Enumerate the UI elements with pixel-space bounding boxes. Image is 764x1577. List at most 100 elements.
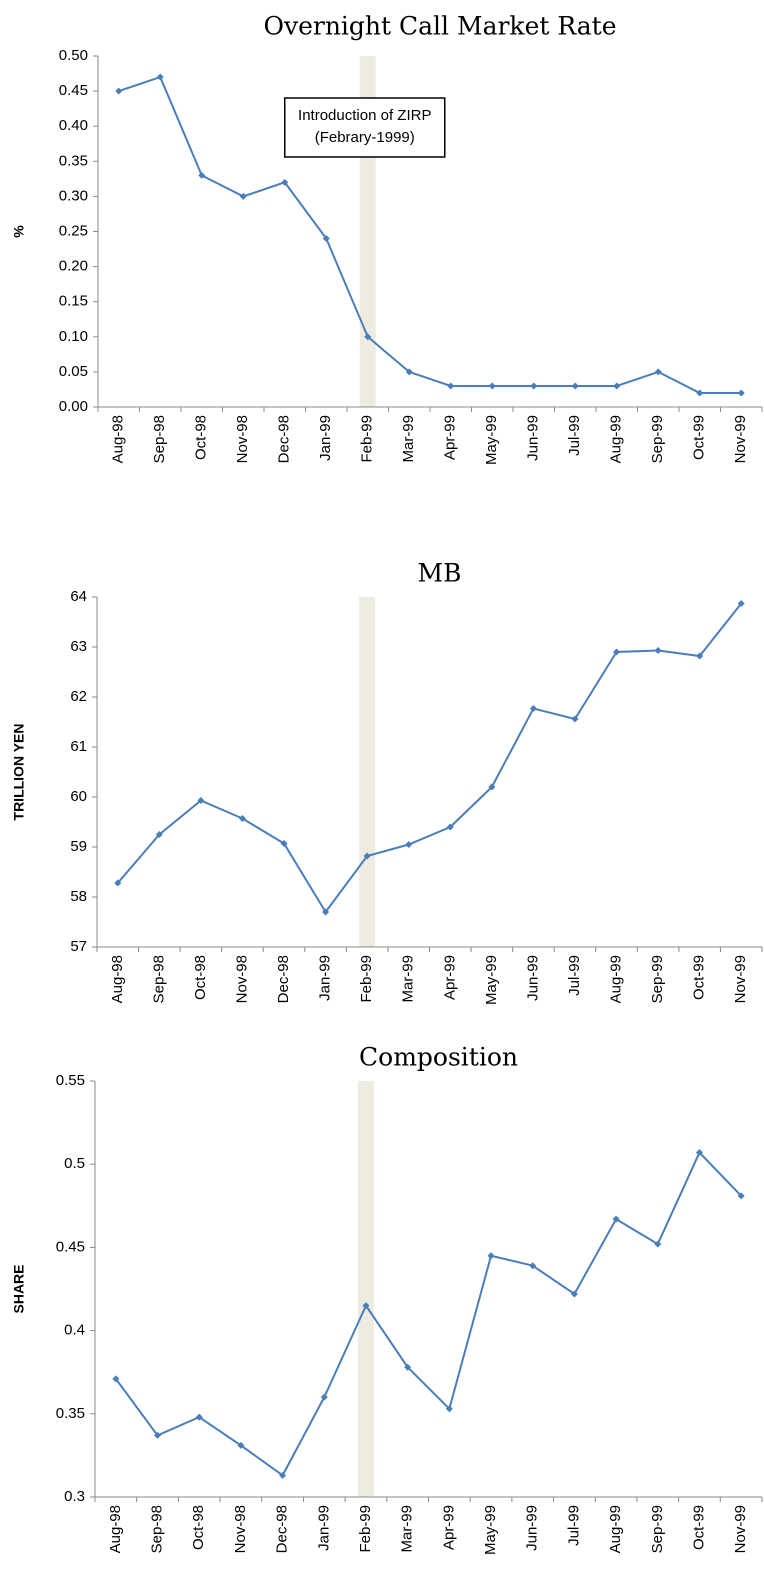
y-tick-label: 62: [70, 688, 87, 705]
data-point: [737, 600, 745, 607]
x-tick-label: Feb-99: [358, 955, 375, 1003]
data-point: [198, 171, 206, 179]
data-line: [117, 602, 743, 914]
chart-title: Overnight Call Market Rate: [263, 12, 616, 41]
x-tick-label: Nov-99: [732, 1505, 749, 1553]
data-point: [195, 1413, 203, 1421]
data-point: [571, 382, 579, 390]
y-tick-label: 0.20: [59, 258, 88, 275]
data-point: [280, 840, 288, 847]
data-point: [156, 73, 164, 81]
y-tick-label: 63: [70, 638, 87, 655]
highlight-band: [359, 597, 376, 947]
y-tick-label: 0.45: [56, 1238, 85, 1255]
data-point: [529, 705, 537, 712]
annotation-box: [284, 97, 446, 158]
data-point: [695, 1149, 703, 1157]
y-tick-label: 0.10: [59, 328, 88, 345]
x-tick-label: May-99: [482, 1505, 499, 1555]
y-tick-label: 64: [70, 588, 87, 605]
data-point: [112, 1375, 120, 1383]
x-tick-label: Nov-98: [232, 1505, 249, 1553]
data-point: [696, 652, 704, 660]
data-point: [654, 368, 662, 376]
data-point: [114, 879, 122, 887]
data-line: [118, 75, 742, 394]
y-tick-label: 0.30: [59, 187, 88, 204]
x-tick-label: May-99: [483, 415, 500, 465]
data-point: [487, 1252, 495, 1260]
x-tick-label: Jan-99: [317, 415, 334, 461]
x-tick-label: Oct-99: [690, 1505, 707, 1550]
x-tick-label: Aug-98: [110, 415, 127, 463]
y-tick-label: 0.25: [59, 222, 88, 239]
data-point: [529, 1262, 537, 1270]
data-point: [322, 908, 330, 916]
data-point: [115, 87, 123, 95]
data-point: [488, 783, 496, 791]
x-tick-label: Jun-99: [524, 955, 541, 1001]
x-tick-label: Oct-98: [190, 1505, 207, 1550]
data-point: [571, 715, 579, 723]
data-point: [654, 1240, 662, 1248]
data-point: [197, 797, 205, 804]
x-tick-label: Apr-99: [441, 955, 458, 1000]
data-point: [405, 368, 413, 376]
y-tick-label: 0.45: [59, 82, 88, 99]
y-tick-label: 0.35: [56, 1405, 85, 1422]
y-tick-label: 0.35: [59, 152, 88, 169]
x-tick-label: Jun-99: [525, 415, 542, 461]
chart-title: MB: [418, 559, 462, 588]
x-tick-label: Nov-98: [233, 955, 250, 1003]
data-point: [154, 1431, 162, 1439]
x-tick-label: Aug-98: [107, 1505, 124, 1553]
data-line: [115, 1150, 742, 1477]
data-point: [364, 333, 372, 341]
data-point: [613, 382, 621, 390]
data-point: [613, 648, 621, 656]
y-tick-label: 0.15: [59, 293, 88, 310]
data-point: [281, 178, 289, 186]
annotation-text: (Febrary-1999): [315, 129, 415, 146]
x-tick-label: Apr-99: [440, 1505, 457, 1550]
y-tick-label: 0.00: [59, 398, 88, 415]
data-point: [362, 1302, 370, 1310]
data-point: [363, 852, 371, 860]
data-point: [405, 841, 413, 848]
data-point: [445, 1405, 453, 1413]
data-point: [737, 389, 745, 397]
data-point: [322, 235, 330, 243]
x-tick-label: Sep-98: [150, 955, 167, 1003]
x-tick-label: Nov-99: [732, 415, 749, 463]
x-tick-label: Aug-99: [608, 415, 625, 463]
y-tick-label: 0.05: [59, 363, 88, 380]
x-tick-label: Dec-98: [275, 955, 292, 1003]
x-tick-label: Feb-99: [359, 415, 376, 463]
x-tick-label: Dec-98: [276, 415, 293, 463]
y-axis-label: %: [11, 225, 27, 238]
x-tick-label: Sep-99: [649, 1505, 666, 1553]
highlight-band: [357, 1081, 374, 1497]
x-tick-label: May-99: [483, 955, 500, 1005]
x-tick-label: Nov-98: [234, 415, 251, 463]
data-point: [238, 815, 246, 822]
data-point: [530, 382, 538, 390]
data-point: [654, 647, 662, 654]
y-tick-label: 58: [70, 888, 87, 905]
x-tick-label: Sep-99: [649, 955, 666, 1003]
x-tick-label: Sep-99: [649, 415, 666, 463]
y-tick-label: 59: [70, 838, 87, 855]
data-point: [488, 382, 496, 390]
x-tick-label: Mar-99: [400, 415, 417, 463]
x-tick-label: Oct-99: [691, 955, 708, 1000]
x-tick-label: Mar-99: [399, 1505, 416, 1553]
x-tick-label: Jul-99: [565, 1505, 582, 1546]
x-tick-label: Aug-98: [109, 955, 126, 1003]
x-tick-label: Oct-99: [691, 415, 708, 460]
y-tick-label: 0.4: [64, 1322, 85, 1339]
data-point: [320, 1393, 328, 1401]
y-tick-label: 60: [70, 788, 87, 805]
y-axis-label: SHARE: [11, 1264, 27, 1313]
y-tick-label: 61: [70, 738, 87, 755]
x-tick-label: Aug-99: [607, 1505, 624, 1553]
